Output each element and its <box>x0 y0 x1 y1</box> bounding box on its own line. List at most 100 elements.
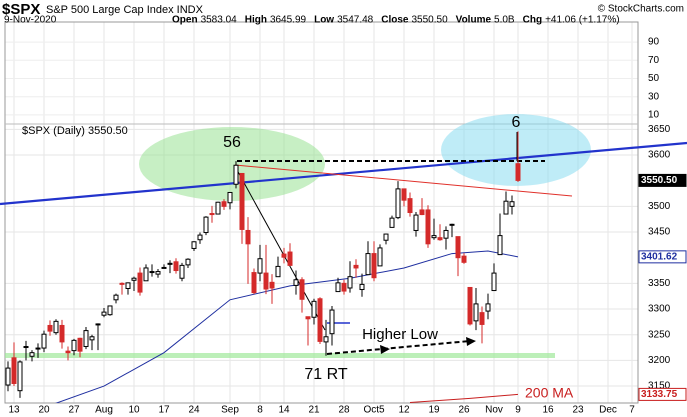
y-tick-label: 50 <box>648 73 660 84</box>
candle-body <box>407 198 413 214</box>
x-tick-label: 8 <box>257 405 263 416</box>
candle-body <box>167 262 173 265</box>
candle-body <box>275 265 281 278</box>
arrow-head <box>380 345 390 354</box>
candle-body <box>239 172 245 230</box>
x-tick-label: Oct5 <box>363 405 385 416</box>
candle <box>29 350 35 362</box>
y-tick-label: 3250 <box>648 329 671 340</box>
candle <box>467 286 473 326</box>
x-tick-label: 24 <box>188 405 200 416</box>
x-tick-label: 7 <box>629 405 635 416</box>
candle-body <box>125 282 131 289</box>
price-tag <box>638 387 687 401</box>
x-tick-label: 23 <box>572 405 584 416</box>
quote-label: Open <box>172 15 198 26</box>
top-highlight <box>139 127 325 201</box>
candle-body <box>443 229 449 239</box>
candle <box>269 274 275 304</box>
candle-body <box>479 312 485 325</box>
candle <box>473 287 479 331</box>
candle-body <box>173 261 179 272</box>
quote: Open 3583.04 High 3645.99 Low 3547.48 Close 355… <box>172 15 620 26</box>
candle <box>89 334 95 351</box>
quote-label: High <box>245 15 267 26</box>
resistance-line <box>234 164 573 197</box>
candle <box>65 346 71 361</box>
x-tick-label: 19 <box>428 405 440 416</box>
candle-body <box>335 282 341 293</box>
candle <box>185 258 191 268</box>
candle-body <box>371 253 377 279</box>
candle-body <box>137 272 143 293</box>
candle <box>359 273 365 297</box>
candle-body <box>89 336 95 341</box>
candle-body <box>185 258 191 266</box>
candle <box>311 298 317 325</box>
annotation: 6 <box>512 114 521 131</box>
candle-body <box>311 300 317 318</box>
candle <box>347 261 353 293</box>
candle-body <box>161 266 167 269</box>
candle <box>131 276 137 292</box>
candle <box>215 201 221 215</box>
candle-body <box>359 283 365 291</box>
candle-body <box>65 350 71 354</box>
y-tick-label: 10 <box>648 110 660 121</box>
candle-body <box>491 272 497 292</box>
candle-body <box>473 303 479 322</box>
candle <box>119 282 125 295</box>
candle-body <box>437 237 443 241</box>
quote-label: Close <box>381 15 409 26</box>
candle <box>509 195 515 215</box>
candle-body <box>53 320 59 334</box>
candle <box>41 330 47 353</box>
symbol-name: S&P 500 Large Cap Index INDX <box>46 4 204 16</box>
y-tick-label: 3350 <box>648 278 671 289</box>
candle-body <box>143 267 149 282</box>
candle <box>419 198 425 216</box>
candle <box>23 340 29 361</box>
quote-label: Chg <box>523 15 542 26</box>
x-tick-label: Nov <box>485 405 503 416</box>
candle-body <box>233 164 239 185</box>
candle <box>17 360 23 398</box>
price-tag <box>638 173 687 187</box>
candle <box>239 172 245 244</box>
candle <box>353 259 359 278</box>
candle <box>485 293 491 320</box>
candle-body <box>449 223 455 226</box>
y-tick-label: 3200 <box>648 355 671 366</box>
candle <box>383 233 389 245</box>
annotation: 71 RT <box>304 366 348 383</box>
source: © StockCharts.com <box>598 4 684 15</box>
plot-frame <box>4 21 639 404</box>
candle <box>197 232 203 244</box>
candle-body <box>263 272 269 290</box>
y-tick-label: 3300 <box>648 304 671 315</box>
candle-body <box>395 188 401 219</box>
y-tick-label: 3600 <box>648 150 671 161</box>
candle <box>125 282 131 295</box>
candle-body <box>389 217 395 228</box>
candle-body <box>383 233 389 241</box>
candle-body <box>455 236 461 259</box>
candle-body <box>5 367 11 386</box>
candle-body <box>41 333 47 349</box>
candle <box>53 319 59 335</box>
candle <box>425 205 431 248</box>
candle <box>35 343 41 358</box>
candle <box>305 316 311 346</box>
candle <box>107 305 113 316</box>
candle <box>461 253 467 264</box>
candle-body <box>179 264 185 279</box>
x-tick-label: 28 <box>338 405 350 416</box>
candle-body <box>23 346 29 349</box>
y-tick-label: 70 <box>648 55 660 66</box>
candle <box>221 199 227 210</box>
candle <box>401 188 407 207</box>
quote-value: 3547.48 <box>337 15 374 26</box>
candle-body <box>155 271 161 275</box>
candle-body <box>515 163 521 181</box>
candle <box>251 268 257 295</box>
